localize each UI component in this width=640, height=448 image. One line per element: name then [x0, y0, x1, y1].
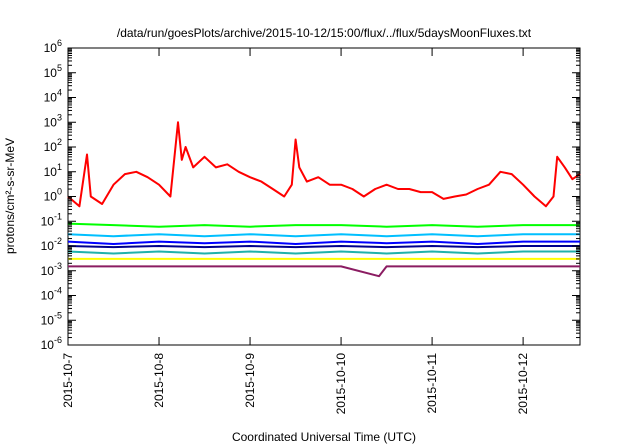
y-axis: 10-6 10-5 10-4 10-3 10-2 10-1 100 101 102 103 104 1…: [41, 38, 580, 352]
series-line-4: [67, 240, 580, 245]
x-tick-label: 2015-10-9: [243, 353, 257, 408]
y-tick-label: 106: [44, 38, 62, 55]
x-tick-label: 2015-10-7: [61, 353, 75, 408]
y-tick-label: 101: [44, 162, 62, 179]
y-tick-label: 102: [44, 137, 62, 154]
y-tick-label: 104: [44, 88, 62, 105]
y-tick-label: 100: [44, 187, 62, 204]
plot-frame: [67, 47, 581, 346]
y-axis-label: protons/cm²-s-sr-MeV: [3, 138, 17, 254]
x-axis: 2015-10-7 2015-10-8 2015-10-9 2015-10-10 201…: [61, 48, 530, 414]
y-tick-label: 10-4: [41, 286, 62, 303]
x-tick-label: 2015-10-10: [334, 353, 348, 415]
y-tick-label: 10-5: [41, 310, 62, 327]
y-tick-label: 105: [44, 63, 62, 80]
x-tick-label: 2015-10-12: [516, 353, 530, 415]
series-line-5: [67, 245, 580, 249]
series-line-2: [67, 222, 580, 228]
series-layer: [67, 121, 581, 278]
series-line-1: [67, 121, 581, 208]
chart-title: /data/run/goesPlots/archive/2015-10-12/1…: [117, 26, 532, 40]
series-line-3: [67, 233, 580, 238]
series-line-6: [67, 250, 580, 255]
y-tick-label: 103: [44, 112, 62, 129]
y-tick-label: 10-1: [41, 211, 62, 228]
y-tick-label: 10-2: [41, 236, 62, 253]
x-tick-label: 2015-10-11: [425, 353, 439, 414]
y-tick-label: 10-6: [41, 335, 62, 352]
series-line-8: [68, 265, 580, 278]
y-tick-label: 10-3: [41, 261, 62, 278]
x-axis-label: Coordinated Universal Time (UTC): [232, 430, 416, 444]
x-tick-label: 2015-10-8: [152, 353, 166, 408]
